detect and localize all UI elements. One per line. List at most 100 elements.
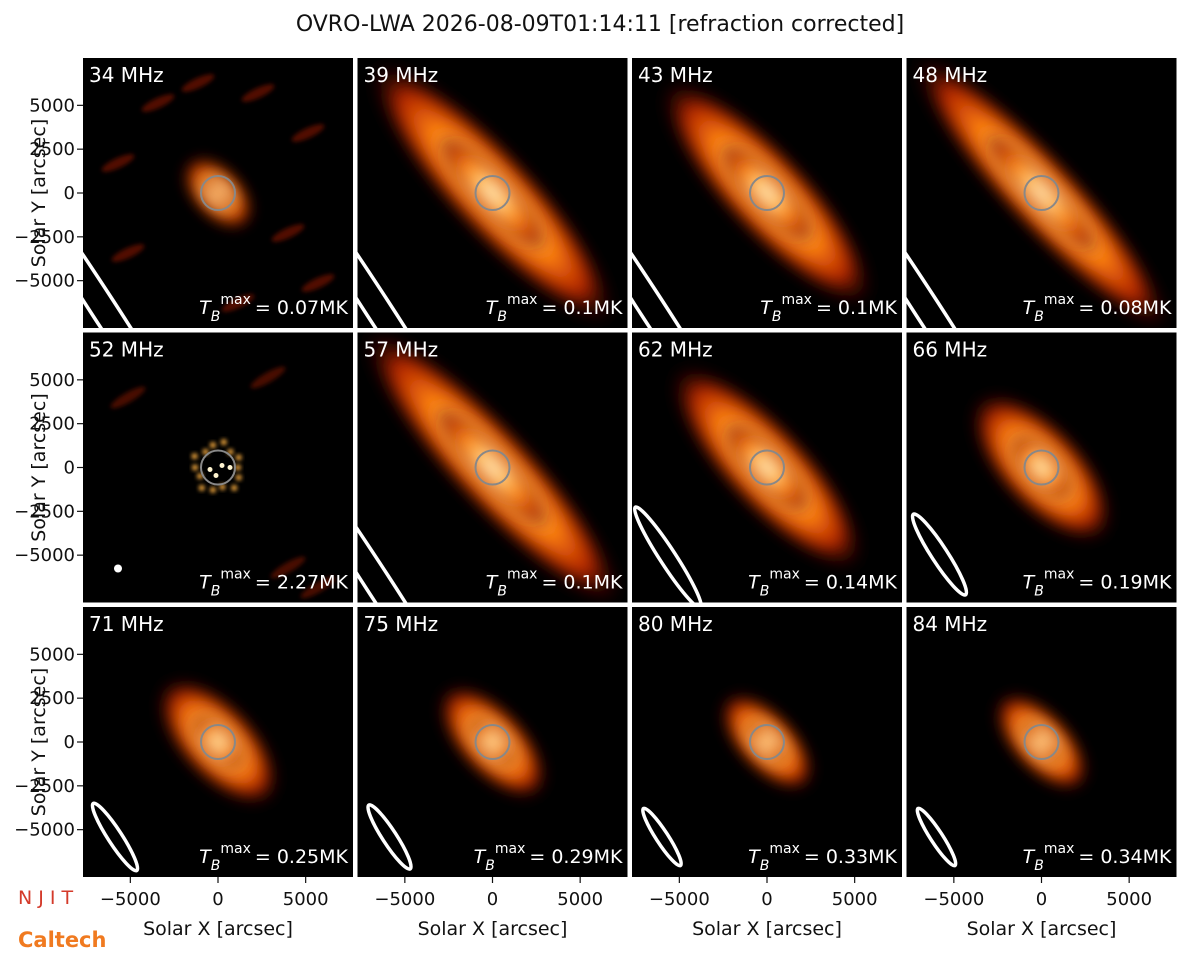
- noise: [300, 576, 336, 599]
- tmax-value: = 0.1MK: [541, 297, 623, 319]
- emission-core: [722, 420, 812, 515]
- y-tick-label: 0: [64, 732, 75, 753]
- emission-core: [717, 141, 817, 245]
- noise: [111, 244, 145, 262]
- speckle: [213, 473, 219, 478]
- emission-core: [436, 133, 549, 253]
- tmax-symbol: T: [748, 572, 761, 594]
- y-axis-label: Solar Y [arcsec]: [28, 119, 50, 267]
- tmax-value: = 0.08MK: [1078, 297, 1172, 319]
- panel: [357, 58, 628, 328]
- tmax-value: = 0.19MK: [1078, 572, 1172, 594]
- solar-disk: [1023, 175, 1060, 211]
- tmax-symbol: T: [486, 297, 499, 319]
- x-axis-label: Solar X [arcsec]: [967, 918, 1117, 940]
- x-tick-label: 0: [487, 889, 498, 910]
- speckle: [219, 463, 225, 468]
- x-tick-label: −5000: [923, 889, 984, 910]
- tmax-label: TBmax = 0.25MK: [199, 841, 348, 874]
- y-tick-label: −2500: [14, 501, 75, 522]
- tmax-value: = 0.1MK: [816, 297, 898, 319]
- tmax-sup: max: [1044, 567, 1075, 583]
- tmax-symbol: T: [199, 297, 212, 319]
- speckle: [191, 453, 198, 460]
- x-tick-label: 0: [761, 889, 772, 910]
- noise: [250, 366, 286, 389]
- beam: [632, 505, 704, 603]
- solar-disk: [200, 449, 236, 486]
- tmax-sub: B: [485, 858, 495, 874]
- y-tick-label: 5000: [29, 370, 75, 391]
- frequency-label: 34 MHz: [89, 63, 164, 87]
- panel: [632, 58, 902, 328]
- x-tick-label: −5000: [649, 889, 710, 910]
- panel: [906, 607, 1177, 877]
- y-axis-label: Solar Y [arcsec]: [28, 668, 50, 816]
- speckle: [192, 464, 198, 471]
- tmax-label: TBmax = 0.1MK: [486, 567, 623, 600]
- emission-core: [189, 712, 247, 772]
- speckle: [209, 486, 216, 493]
- x-tick-label: 0: [212, 889, 223, 910]
- tmax-sub: B: [211, 584, 221, 600]
- noise: [181, 74, 215, 92]
- x-tick-label: 5000: [557, 889, 603, 910]
- tmax-sup: max: [220, 567, 251, 583]
- tmax-symbol: T: [760, 297, 773, 319]
- speckle: [198, 484, 205, 491]
- panel: [83, 607, 353, 877]
- x-tick-label: 5000: [832, 889, 878, 910]
- tmax-value: = 0.25MK: [255, 846, 349, 868]
- beam: [915, 806, 958, 868]
- speckle: [209, 442, 216, 449]
- speckle: [219, 483, 226, 490]
- noise: [271, 224, 305, 242]
- beam: [906, 129, 1044, 328]
- y-tick-label: 0: [64, 183, 75, 204]
- beam: [632, 129, 769, 328]
- x-axis-label: Solar X [arcsec]: [143, 918, 293, 940]
- frequency-label: 48 MHz: [913, 63, 988, 87]
- tmax-value: = 0.29MK: [529, 846, 623, 868]
- emission-core: [466, 715, 519, 769]
- panel: [357, 332, 628, 603]
- solar-disk: [474, 175, 511, 211]
- y-tick-label: 2500: [29, 688, 75, 709]
- noise: [221, 294, 255, 312]
- panel: [906, 332, 1177, 603]
- emission-core: [433, 404, 552, 531]
- speckle: [235, 474, 242, 481]
- tmax-label: TBmax = 0.07MK: [199, 292, 348, 325]
- y-axis-label: Solar Y [arcsec]: [28, 393, 50, 541]
- beam: [83, 129, 220, 328]
- beam: [910, 512, 969, 597]
- tmax-symbol: T: [486, 572, 499, 594]
- tmax-label: TBmax = 0.1MK: [486, 292, 623, 325]
- beam: [357, 404, 495, 603]
- frequency-label: 57 MHz: [364, 338, 439, 362]
- tmax-sub: B: [211, 309, 221, 325]
- speckle: [196, 473, 203, 480]
- figure-title: OVRO-LWA 2026-08-09T01:14:11 [refraction…: [296, 12, 904, 37]
- y-tick-label: −2500: [14, 776, 75, 797]
- x-tick-label: 5000: [283, 889, 329, 910]
- tmax-label: TBmax = 0.34MK: [1023, 841, 1172, 874]
- noise: [291, 124, 325, 142]
- frequency-label: 84 MHz: [913, 612, 988, 636]
- noise: [141, 94, 175, 112]
- beam: [357, 129, 495, 328]
- tmax-sub: B: [760, 858, 770, 874]
- tmax-symbol: T: [1023, 297, 1036, 319]
- y-tick-label: −5000: [14, 545, 75, 566]
- beam: [114, 564, 122, 573]
- tmax-sup: max: [1044, 841, 1075, 857]
- tmax-sup: max: [507, 567, 538, 583]
- tmax-value: = 0.14MK: [804, 572, 898, 594]
- tmax-sub: B: [1034, 309, 1044, 325]
- tmax-sub: B: [760, 584, 770, 600]
- tmax-sup: max: [769, 841, 800, 857]
- solar-disk: [1023, 449, 1060, 486]
- tmax-sub: B: [772, 309, 782, 325]
- beam: [641, 806, 683, 868]
